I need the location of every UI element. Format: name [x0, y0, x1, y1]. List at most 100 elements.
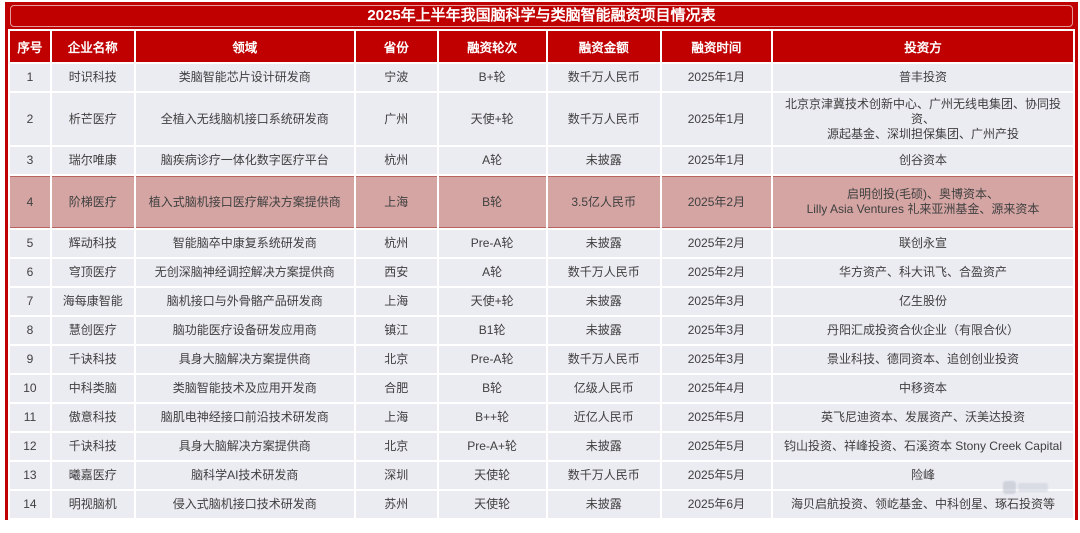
- table-row: 8 慧创医疗 脑功能医疗设备研发应用商 镇江 B1轮 未披露 2025年3月 丹阳汇成投资合伙…: [10, 317, 1073, 344]
- cell-date: 2025年3月: [661, 346, 771, 373]
- cell-no: 4: [10, 176, 50, 228]
- cell-amount: 数千万人民币: [547, 462, 660, 489]
- cell-field: 类脑智能芯片设计研发商: [135, 64, 354, 91]
- cell-date: 2025年3月: [661, 317, 771, 344]
- cell-no: 2: [10, 93, 50, 145]
- cell-investors: 创谷资本: [772, 147, 1073, 174]
- cell-province: 杭州: [355, 147, 437, 174]
- table-header: 序号 企业名称 领域 省份 融资轮次 融资金额 融资时间 投资方: [10, 31, 1073, 62]
- column-header-field: 领域: [135, 31, 354, 62]
- cell-amount: 未披露: [547, 317, 660, 344]
- cell-date: 2025年2月: [661, 259, 771, 286]
- table-row: 9 千诀科技 具身大脑解决方案提供商 北京 Pre-A轮 数千万人民币 2025年3月 景业科…: [10, 346, 1073, 373]
- cell-province: 镇江: [355, 317, 437, 344]
- table-row: 3 瑞尔唯康 脑疾病诊疗一体化数字医疗平台 杭州 A轮 未披露 2025年1月 创谷资本: [10, 147, 1073, 174]
- cell-no: 5: [10, 230, 50, 257]
- table-title: 2025年上半年我国脑科学与类脑智能融资项目情况表: [10, 5, 1073, 27]
- cell-province: 广州: [355, 93, 437, 145]
- cell-field: 无创深脑神经调控解决方案提供商: [135, 259, 354, 286]
- cell-field: 脑机接口与外骨骼产品研发商: [135, 288, 354, 315]
- column-header-investors: 投资方: [772, 31, 1073, 62]
- cell-province: 北京: [355, 346, 437, 373]
- cell-amount: 未披露: [547, 288, 660, 315]
- cell-field: 具身大脑解决方案提供商: [135, 433, 354, 460]
- header-row: 序号 企业名称 领域 省份 融资轮次 融资金额 融资时间 投资方: [10, 31, 1073, 62]
- cell-field: 智能脑卒中康复系统研发商: [135, 230, 354, 257]
- cell-company: 千诀科技: [51, 433, 134, 460]
- cell-date: 2025年1月: [661, 64, 771, 91]
- cell-no: 11: [10, 404, 50, 431]
- cell-round: B+轮: [438, 64, 546, 91]
- table-row: 12 千诀科技 具身大脑解决方案提供商 北京 Pre-A+轮 未披露 2025年5月 钧山投资…: [10, 433, 1073, 460]
- table-row: 6 穹顶医疗 无创深脑神经调控解决方案提供商 西安 A轮 数千万人民币 2025年2月 华方资…: [10, 259, 1073, 286]
- cell-date: 2025年5月: [661, 433, 771, 460]
- cell-province: 合肥: [355, 375, 437, 402]
- cell-province: 上海: [355, 176, 437, 228]
- cell-investors: 险峰: [772, 462, 1073, 489]
- watermark-text-blur: [1018, 483, 1048, 492]
- table-row: 11 傲意科技 脑肌电神经接口前沿技术研发商 上海 B++轮 近亿人民币 2025年5月 英飞…: [10, 404, 1073, 431]
- cell-investors: 亿生股份: [772, 288, 1073, 315]
- table-row: 7 海每康智能 脑机接口与外骨骼产品研发商 上海 天使+轮 未披露 2025年3月 亿生股份: [10, 288, 1073, 315]
- cell-investors: 联创永宣: [772, 230, 1073, 257]
- cell-investors: 北京京津冀技术创新中心、广州无线电集团、协同投资、 源起基金、深圳担保集团、广州…: [772, 93, 1073, 145]
- cell-amount: 亿级人民币: [547, 375, 660, 402]
- cell-investors: 海贝启航投资、领屹基金、中科创星、琢石投资等: [772, 491, 1073, 518]
- cell-no: 12: [10, 433, 50, 460]
- cell-round: B轮: [438, 375, 546, 402]
- cell-company: 阶梯医疗: [51, 176, 134, 228]
- cell-field: 植入式脑机接口医疗解决方案提供商: [135, 176, 354, 228]
- cell-company: 瑞尔唯康: [51, 147, 134, 174]
- cell-round: B1轮: [438, 317, 546, 344]
- cell-no: 9: [10, 346, 50, 373]
- cell-investors: 中移资本: [772, 375, 1073, 402]
- cell-round: Pre-A轮: [438, 346, 546, 373]
- cell-no: 7: [10, 288, 50, 315]
- cell-field: 全植入无线脑机接口系统研发商: [135, 93, 354, 145]
- cell-investors: 景业科技、德同资本、追创创业投资: [772, 346, 1073, 373]
- cell-no: 14: [10, 491, 50, 518]
- cell-amount: 数千万人民币: [547, 93, 660, 145]
- cell-company: 千诀科技: [51, 346, 134, 373]
- cell-field: 脑肌电神经接口前沿技术研发商: [135, 404, 354, 431]
- cell-company: 曦嘉医疗: [51, 462, 134, 489]
- cell-investors: 普丰投资: [772, 64, 1073, 91]
- cell-company: 慧创医疗: [51, 317, 134, 344]
- cell-no: 10: [10, 375, 50, 402]
- cell-no: 1: [10, 64, 50, 91]
- cell-company: 傲意科技: [51, 404, 134, 431]
- column-header-company: 企业名称: [51, 31, 134, 62]
- cell-province: 上海: [355, 288, 437, 315]
- cell-company: 析芒医疗: [51, 93, 134, 145]
- cell-amount: 未披露: [547, 491, 660, 518]
- cell-round: 天使+轮: [438, 288, 546, 315]
- cell-field: 侵入式脑机接口技术研发商: [135, 491, 354, 518]
- watermark-icon: [1003, 481, 1016, 494]
- cell-amount: 3.5亿人民币: [547, 176, 660, 228]
- cell-date: 2025年5月: [661, 462, 771, 489]
- cell-company: 时识科技: [51, 64, 134, 91]
- cell-field: 类脑智能技术及应用开发商: [135, 375, 354, 402]
- cell-amount: 数千万人民币: [547, 259, 660, 286]
- cell-amount: 数千万人民币: [547, 64, 660, 91]
- cell-round: A轮: [438, 147, 546, 174]
- cell-date: 2025年2月: [661, 176, 771, 228]
- column-header-amount: 融资金额: [547, 31, 660, 62]
- cell-investors: 英飞尼迪资本、发展资产、沃美达投资: [772, 404, 1073, 431]
- table-row: 14 明视脑机 侵入式脑机接口技术研发商 苏州 天使轮 未披露 2025年6月 海贝启航投资、…: [10, 491, 1073, 518]
- cell-date: 2025年3月: [661, 288, 771, 315]
- cell-date: 2025年2月: [661, 230, 771, 257]
- cell-amount: 未披露: [547, 147, 660, 174]
- cell-round: 天使轮: [438, 462, 546, 489]
- table-row: 1 时识科技 类脑智能芯片设计研发商 宁波 B+轮 数千万人民币 2025年1月 普丰投资: [10, 64, 1073, 91]
- cell-no: 13: [10, 462, 50, 489]
- column-header-round: 融资轮次: [438, 31, 546, 62]
- funding-table: 序号 企业名称 领域 省份 融资轮次 融资金额 融资时间 投资方 1 时识科技 类脑智能芯片设计研…: [8, 29, 1075, 520]
- cell-company: 辉动科技: [51, 230, 134, 257]
- table-body: 1 时识科技 类脑智能芯片设计研发商 宁波 B+轮 数千万人民币 2025年1月 普丰投资 2 析…: [10, 64, 1073, 518]
- cell-province: 杭州: [355, 230, 437, 257]
- cell-province: 宁波: [355, 64, 437, 91]
- cell-amount: 未披露: [547, 230, 660, 257]
- table-row: 4 阶梯医疗 植入式脑机接口医疗解决方案提供商 上海 B轮 3.5亿人民币 2025年2月启…: [10, 176, 1073, 228]
- cell-amount: 近亿人民币: [547, 404, 660, 431]
